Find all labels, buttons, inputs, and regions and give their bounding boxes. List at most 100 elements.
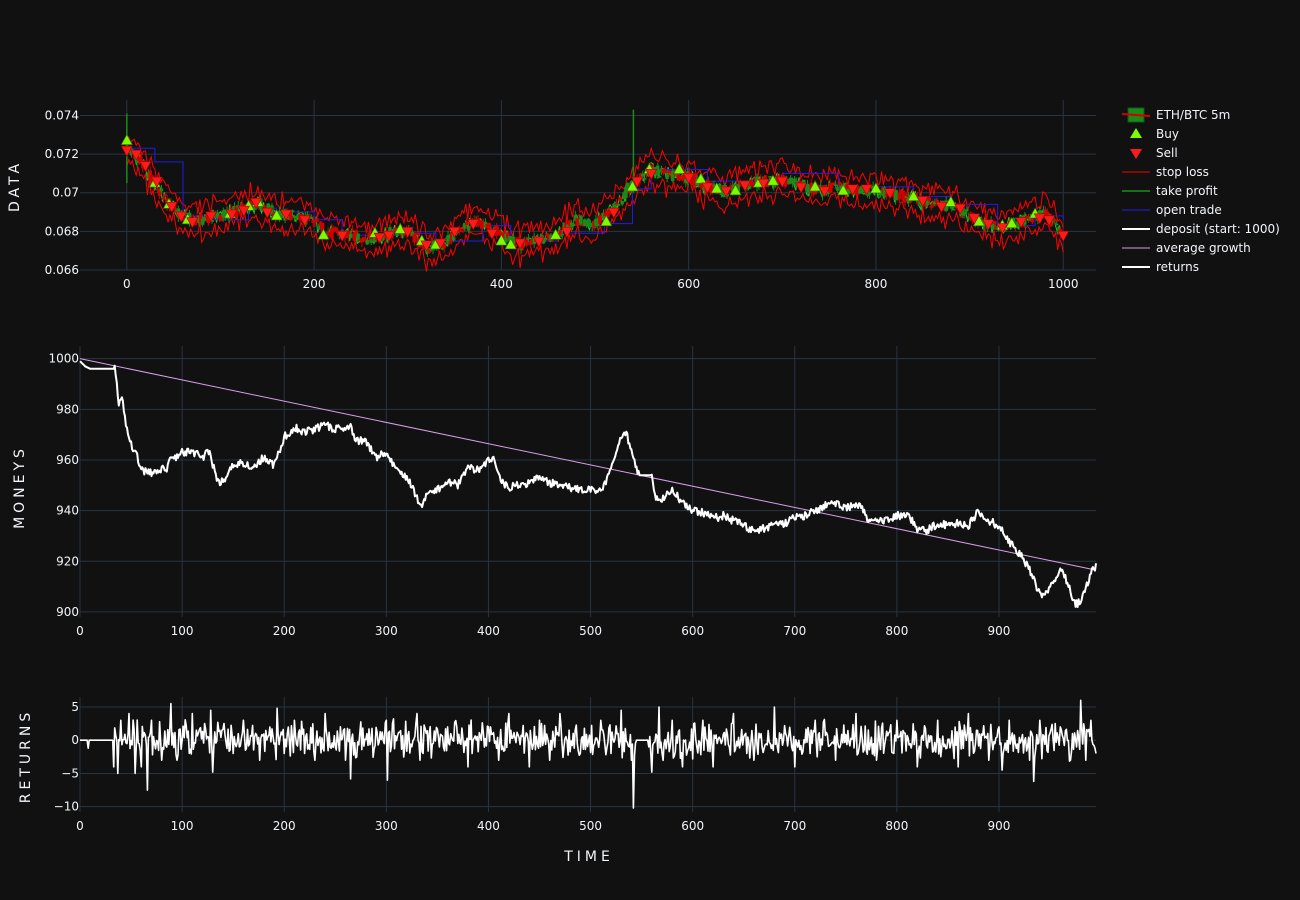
candle-body xyxy=(618,197,623,201)
buy-marker xyxy=(1005,217,1018,228)
sell-marker xyxy=(682,172,695,184)
candle-body xyxy=(418,245,422,248)
candle-body xyxy=(526,237,531,240)
candle-body xyxy=(903,198,907,203)
legend-item[interactable]: ETH/BTC 5m xyxy=(1121,107,1230,123)
sell-marker xyxy=(175,211,188,223)
y-tick-label: 0.068 xyxy=(45,224,79,238)
legend-item[interactable]: take profit xyxy=(1122,184,1218,198)
sell-marker xyxy=(818,186,831,198)
legend-item[interactable]: stop loss xyxy=(1122,165,1209,179)
legend-item[interactable]: deposit (start: 1000) xyxy=(1122,222,1280,236)
sell-marker xyxy=(486,228,499,240)
x-tick-label: 500 xyxy=(579,819,602,833)
candle-body xyxy=(1053,219,1057,222)
legend-item[interactable]: Sell xyxy=(1130,146,1178,160)
candle-body xyxy=(993,220,997,225)
candle-body xyxy=(802,179,806,183)
sell-marker xyxy=(968,213,981,225)
sell-marker xyxy=(1043,215,1056,227)
x-tick-label: 300 xyxy=(375,819,398,833)
x-tick-label: 600 xyxy=(681,819,704,833)
candle-body xyxy=(348,233,353,238)
candle-body xyxy=(642,178,647,180)
candle-body xyxy=(678,177,682,181)
buy-marker xyxy=(907,189,920,201)
candle-body xyxy=(965,209,969,212)
y-tick-label: −5 xyxy=(61,766,79,780)
buy-marker xyxy=(317,228,330,240)
x-tick-label: 500 xyxy=(579,624,602,638)
sell-marker xyxy=(738,180,751,192)
legend-item[interactable]: open trade xyxy=(1122,203,1222,217)
y-tick-label: 0.07 xyxy=(52,186,79,200)
sell-marker xyxy=(434,238,447,250)
buy-marker xyxy=(809,180,822,192)
candle-body xyxy=(524,239,529,246)
sell-marker xyxy=(560,227,573,238)
deposit-line xyxy=(79,360,1097,608)
sell-marker xyxy=(532,236,545,248)
legend-label: Buy xyxy=(1156,127,1179,141)
candle-body xyxy=(560,234,564,236)
buy-marker xyxy=(710,182,723,194)
legend[interactable]: ETH/BTC 5m Buy Sell stop loss take profit ope… xyxy=(1121,107,1280,274)
legend-item[interactable]: average growth xyxy=(1122,241,1251,255)
buy-marker xyxy=(944,195,957,207)
sell-marker xyxy=(261,207,274,219)
candle-body xyxy=(929,205,933,208)
sell-marker xyxy=(776,176,789,188)
sell-marker xyxy=(420,240,433,252)
candle-body xyxy=(897,192,902,200)
y-tick-label: 920 xyxy=(56,554,79,568)
candle-body xyxy=(356,233,360,241)
x-tick-label: 600 xyxy=(677,277,700,291)
sell-marker xyxy=(514,238,527,250)
returns-panel-ticks: 0 100 200 300 400 500 600 700 800 900 −10 −5 0 5 xyxy=(54,700,1011,833)
moneys-panel-ticks: 0 100 200 300 400 500 600 700 800 900 900 920 940 960… xyxy=(48,352,1010,638)
legend-item[interactable]: returns xyxy=(1122,260,1199,274)
candle-body xyxy=(837,181,842,185)
candle-body xyxy=(412,234,417,243)
legend-label: stop loss xyxy=(1156,165,1209,179)
sell-marker xyxy=(996,223,1009,235)
sell-marker xyxy=(645,169,658,181)
buy-marker xyxy=(869,182,882,194)
candle-body xyxy=(867,191,872,195)
legend-item[interactable]: Buy xyxy=(1130,127,1179,141)
candle-body xyxy=(466,226,471,231)
candle-body xyxy=(781,175,785,178)
x-tick-label: 200 xyxy=(273,819,296,833)
candle-body xyxy=(365,239,370,245)
candle-body xyxy=(292,215,297,219)
sell-marker xyxy=(237,205,250,217)
y-tick-label: 1000 xyxy=(48,352,79,366)
candle-body xyxy=(925,200,930,206)
candle-body xyxy=(963,212,967,215)
candle-body xyxy=(238,211,242,215)
stop-loss-upper-line xyxy=(126,136,1064,243)
y-tick-label: 0.074 xyxy=(45,108,79,122)
x-tick-label: 700 xyxy=(783,624,806,638)
sell-marker xyxy=(448,227,461,238)
candle-body xyxy=(768,176,772,178)
sell-marker xyxy=(280,209,293,221)
legend-label: average growth xyxy=(1156,241,1251,255)
candle-body xyxy=(596,223,600,227)
data-axis-title: DATA xyxy=(7,160,23,212)
buy-marker xyxy=(600,215,613,227)
candle-body xyxy=(983,216,988,219)
y-tick-label: 5 xyxy=(71,700,79,714)
sell-marker xyxy=(1015,217,1028,229)
candle-body xyxy=(657,175,662,178)
candle-body xyxy=(159,188,164,192)
candle-body xyxy=(597,215,602,224)
buy-marker xyxy=(626,180,639,192)
legend-label: ETH/BTC 5m xyxy=(1156,108,1230,122)
candle-body xyxy=(579,215,583,226)
sell-marker xyxy=(373,232,386,244)
sell-marker xyxy=(186,217,199,229)
sell-marker xyxy=(757,178,770,190)
